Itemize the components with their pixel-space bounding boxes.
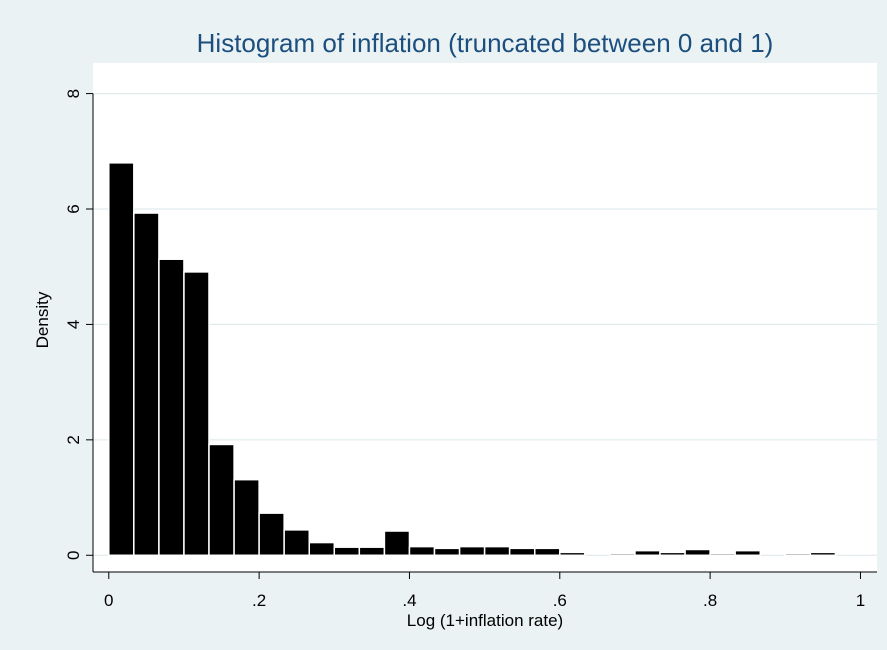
y-tick-label: 4 <box>64 320 83 329</box>
bar <box>158 258 185 557</box>
bar <box>308 541 336 557</box>
bar <box>483 545 511 557</box>
bar <box>233 478 260 557</box>
bar <box>133 212 160 557</box>
bar <box>709 552 736 557</box>
bar <box>634 549 661 557</box>
bar <box>408 545 436 557</box>
bar <box>684 548 711 557</box>
bar <box>433 547 461 557</box>
bar <box>659 551 686 557</box>
bar <box>784 552 812 557</box>
x-tick-label: .2 <box>252 591 266 610</box>
x-tick-label: 0 <box>104 591 113 610</box>
bar <box>809 551 837 557</box>
x-tick-label: .8 <box>703 591 717 610</box>
y-tick-label: 0 <box>64 551 83 560</box>
x-tick-label: .6 <box>553 591 567 610</box>
bar <box>333 546 361 557</box>
chart-title: Histogram of inflation (truncated betwee… <box>197 28 774 58</box>
bar <box>383 530 411 557</box>
x-tick-label: 1 <box>856 591 865 610</box>
bar <box>108 162 135 557</box>
bar <box>534 547 561 557</box>
bar <box>458 545 486 557</box>
bar <box>559 551 586 557</box>
bar <box>208 443 235 557</box>
y-axis-label: Density <box>33 291 52 348</box>
bar <box>358 546 386 557</box>
bar <box>609 552 636 557</box>
y-tick-label: 8 <box>64 89 83 98</box>
x-tick-label: .4 <box>402 591 416 610</box>
bar <box>734 549 762 557</box>
bar <box>508 547 536 557</box>
bar <box>183 271 210 557</box>
x-axis-label: Log (1+inflation rate) <box>407 611 563 630</box>
y-tick-label: 2 <box>64 435 83 444</box>
bar <box>258 512 285 557</box>
y-tick-label: 6 <box>64 204 83 213</box>
bar <box>283 529 311 557</box>
